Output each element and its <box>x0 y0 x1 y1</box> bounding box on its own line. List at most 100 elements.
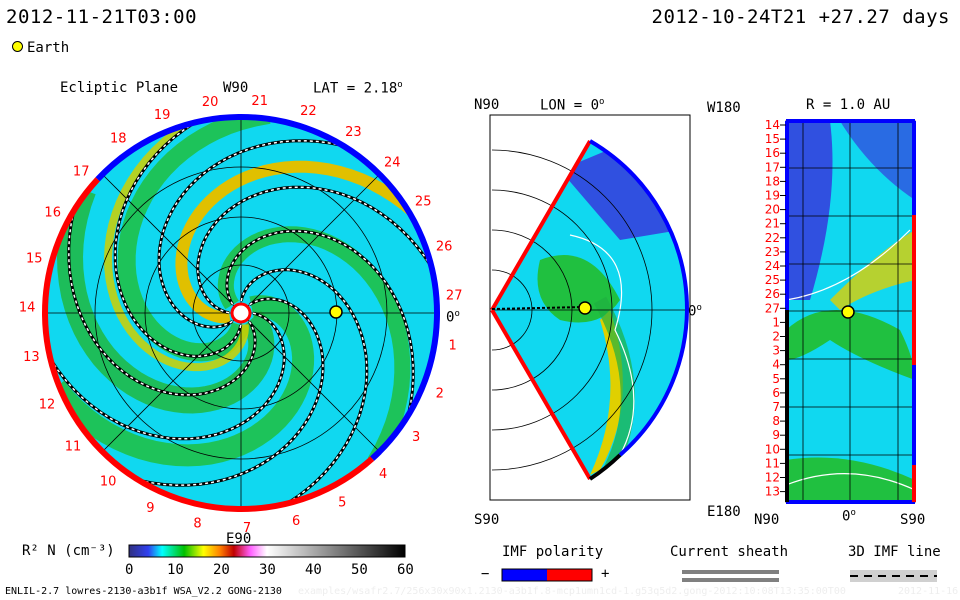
radial-panel: 1415161718192021222324252627123456789101… <box>765 118 916 504</box>
radial-row-label: 20 <box>765 203 780 217</box>
carrington-label: 25 <box>415 195 432 210</box>
colorbar-tick: 30 <box>259 562 276 578</box>
radial-row-label: 24 <box>765 259 780 273</box>
density-stream <box>117 117 271 362</box>
imf-positive-swatch <box>547 569 592 581</box>
sun-icon <box>230 302 252 324</box>
ecliptic-bottom-label: E90 <box>226 531 252 547</box>
radial-row-label: 13 <box>765 485 780 499</box>
carrington-label: 4 <box>379 467 387 482</box>
imf-line <box>67 197 257 397</box>
radial-row-label: 11 <box>765 456 780 470</box>
current-time: 2012-11-21T03:00 <box>6 6 198 28</box>
current-sheath-line <box>682 570 779 574</box>
carrington-label: 8 <box>193 517 201 532</box>
colorbar-tick: 60 <box>397 562 414 578</box>
radial-row-label: 12 <box>765 471 780 485</box>
radial-row-label: 8 <box>772 414 780 428</box>
carrington-label: 10 <box>100 475 117 490</box>
radial-x-s90: S90 <box>900 512 926 528</box>
meridional-top-label: N90 <box>474 97 500 113</box>
carrington-label: 9 <box>146 501 154 516</box>
density-colorbar <box>128 544 406 558</box>
radial-row-label: 6 <box>772 386 780 400</box>
radial-row-label: 23 <box>765 245 780 259</box>
colorbar-tick: 10 <box>167 562 184 578</box>
earth-legend: Earth <box>12 40 69 56</box>
imf-line <box>225 229 415 429</box>
colorbar-tick: 40 <box>305 562 322 578</box>
radial-row-label: 15 <box>765 132 780 146</box>
carrington-label: 18 <box>110 132 127 147</box>
meridional-bottom-label: S90 <box>474 512 500 528</box>
footer-run-info: ENLIL-2.7 lowres-2130-a3b1f WSA_V2.2 GON… <box>5 586 282 597</box>
carrington-label: 20 <box>202 95 219 110</box>
radial-row-label: 10 <box>765 442 780 456</box>
radial-row-label: 4 <box>772 358 780 372</box>
radial-row-label: 26 <box>765 287 780 301</box>
radial-row-label: 25 <box>765 273 780 287</box>
radial-row-label: 19 <box>765 189 780 203</box>
ecliptic-title: Ecliptic Plane <box>60 80 179 96</box>
carrington-label: 6 <box>292 514 300 529</box>
colorbar-label: R² N (cm⁻³) <box>22 543 115 559</box>
radial-row-label: 17 <box>765 160 780 174</box>
radial-x-0: 0o <box>842 508 856 525</box>
radial-row-label: 18 <box>765 174 780 188</box>
carrington-label: 2 <box>436 386 444 401</box>
radial-row-label: 3 <box>772 344 780 358</box>
radial-row-label: 16 <box>765 146 780 160</box>
radial-bottom-left: E180 <box>707 504 741 520</box>
carrington-label: 23 <box>345 125 362 140</box>
carrington-label: 5 <box>338 496 346 511</box>
imf-plus: + <box>601 566 610 582</box>
density-stream <box>103 117 249 372</box>
radial-row-label: 27 <box>765 301 780 315</box>
imf-line <box>157 139 357 329</box>
carrington-label: 19 <box>154 108 171 123</box>
reference-time: 2012-10-24T21 +27.27 days <box>651 6 950 28</box>
radial-x-n90: N90 <box>754 512 780 528</box>
carrington-label: 24 <box>384 156 401 171</box>
carrington-label: 15 <box>26 252 43 267</box>
radial-top-left: W180 <box>707 100 741 116</box>
imf-line <box>45 311 286 441</box>
earth-marker-icon <box>841 305 855 319</box>
imf-minus: − <box>481 566 490 582</box>
carrington-label: 17 <box>73 165 90 180</box>
imf-line <box>239 268 369 509</box>
carrington-label: 1 <box>449 338 457 353</box>
radial-row-label: 9 <box>772 428 780 442</box>
radial-row-label: 5 <box>772 372 780 386</box>
colorbar-tick: 50 <box>351 562 368 578</box>
earth-marker-icon <box>329 305 343 319</box>
imf-line <box>196 185 437 315</box>
current-sheath-title: Current sheath <box>670 544 789 560</box>
radial-title: R = 1.0 AU <box>806 97 891 113</box>
carrington-label: 7 <box>243 521 251 536</box>
radial-row-label: 2 <box>772 330 780 344</box>
ecliptic-top-label: W90 <box>223 80 249 96</box>
colorbar-tick: 20 <box>213 562 230 578</box>
carrington-label: 26 <box>436 240 453 255</box>
colorbar-tick: 0 <box>125 562 134 578</box>
footer-date: 2012-11-16 <box>898 586 959 597</box>
latitude-label: LAT = 2.18o <box>313 80 403 97</box>
carrington-label: 22 <box>300 104 317 119</box>
radial-row-label: 7 <box>772 400 780 414</box>
imf-polarity-title: IMF polarity <box>502 544 604 560</box>
earth-marker-icon <box>578 301 592 315</box>
radial-row-label: 21 <box>765 217 780 231</box>
density-stream <box>47 295 315 467</box>
imf-line <box>113 117 243 358</box>
carrington-label: 16 <box>44 205 61 220</box>
radial-row-label: 22 <box>765 231 780 245</box>
earth-legend-label: Earth <box>27 40 70 56</box>
footer-path: examples/wsafr2.7/256x30x90x1.2130-a3b1f… <box>298 586 846 597</box>
longitude-label: LON = 0o <box>540 97 605 114</box>
ecliptic-right-label: 0o <box>446 309 460 326</box>
earth-legend-icon <box>12 41 23 52</box>
